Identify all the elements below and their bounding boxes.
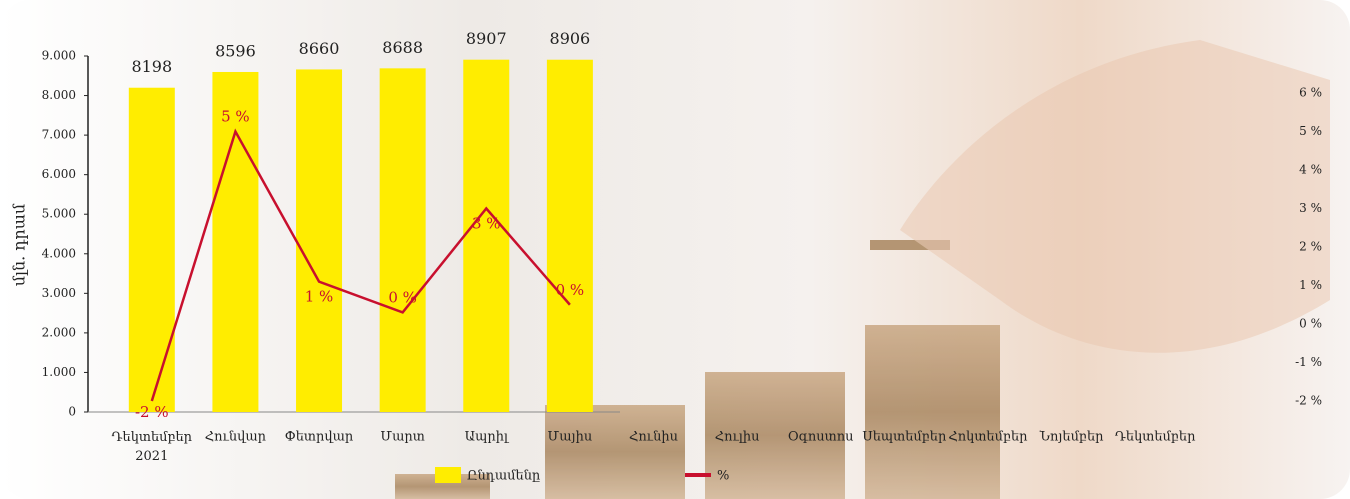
bar xyxy=(296,69,342,412)
line-value-label: 0 % xyxy=(556,281,585,299)
x-tick-label: Մարտ xyxy=(380,430,424,445)
y2-tick-label: 0 % xyxy=(1299,317,1322,331)
x-tick-label: Օգոստոս xyxy=(788,430,854,445)
line-value-label: 3 % xyxy=(472,215,501,233)
bar-value-label: 8688 xyxy=(382,38,423,57)
line-value-label: 0 % xyxy=(388,288,417,306)
x-tick-label: Փետրվար xyxy=(285,430,354,445)
x-tick-label: Հոկտեմբեր xyxy=(948,430,1028,445)
bar-value-label: 8906 xyxy=(550,29,591,48)
x-tick-label: Հուլիս xyxy=(715,430,760,445)
y-tick-label: 8.000 xyxy=(42,88,76,102)
y-tick-label: 1.000 xyxy=(42,365,76,379)
y2-tick-label: 1 % xyxy=(1299,278,1322,292)
y2-tick-label: 3 % xyxy=(1299,201,1322,215)
y2-tick-label: -1 % xyxy=(1295,355,1322,369)
y2-tick-label: 2 % xyxy=(1299,240,1322,254)
bar-value-label: 8660 xyxy=(299,39,340,58)
line-value-label: 1 % xyxy=(305,288,334,306)
y-tick-label: 2.000 xyxy=(42,325,76,339)
x-tick-label: Մայիս xyxy=(548,430,593,445)
line-value-label: -2 % xyxy=(135,403,169,421)
x-tick-label: Նոյեմբեր xyxy=(1039,430,1105,445)
chart: մլն. դրամ 0 1.000 2.000 3.000 4.000 5.000 6.00… xyxy=(0,0,1350,499)
y2-tick-label: -2 % xyxy=(1295,394,1322,408)
y2-tick-label: 4 % xyxy=(1299,163,1322,177)
bar-value-label: 8198 xyxy=(131,57,172,76)
page: մլն. դրամ 0 1.000 2.000 3.000 4.000 5.000 6.00… xyxy=(0,0,1350,499)
y-tick-label: 5.000 xyxy=(42,207,76,221)
bar xyxy=(129,88,175,412)
y-tick-label: 6.000 xyxy=(42,167,76,181)
x-tick-label: Հունվար xyxy=(205,430,267,445)
y-tick-label: 0 xyxy=(68,405,76,419)
legend-swatch xyxy=(435,467,461,483)
bar xyxy=(380,68,426,412)
legend-label: Ընդամենը xyxy=(467,469,540,484)
x-tick-label: Սեպտեմբեր xyxy=(862,430,947,445)
line-value-label: 5 % xyxy=(221,108,250,126)
y-axis-title: մլն. դրամ xyxy=(10,203,29,286)
y-tick-label: 7.000 xyxy=(42,128,76,142)
bar xyxy=(463,60,509,412)
bar-value-label: 8907 xyxy=(466,29,507,48)
legend-label: % xyxy=(717,469,729,484)
y2-tick-label: 5 % xyxy=(1299,124,1322,138)
x-tick-label: Դեկտեմբեր xyxy=(1115,430,1196,445)
y2-tick-label: 6 % xyxy=(1299,86,1322,100)
x-tick-label: Հունիս xyxy=(629,430,678,445)
x-tick-label: Ապրիլ xyxy=(465,430,510,445)
y-tick-label: 3.000 xyxy=(42,286,76,300)
y-tick-label: 4.000 xyxy=(42,246,76,260)
bar xyxy=(547,60,593,412)
y-tick-label: 9.000 xyxy=(42,49,76,63)
bar-value-label: 8596 xyxy=(215,41,256,60)
